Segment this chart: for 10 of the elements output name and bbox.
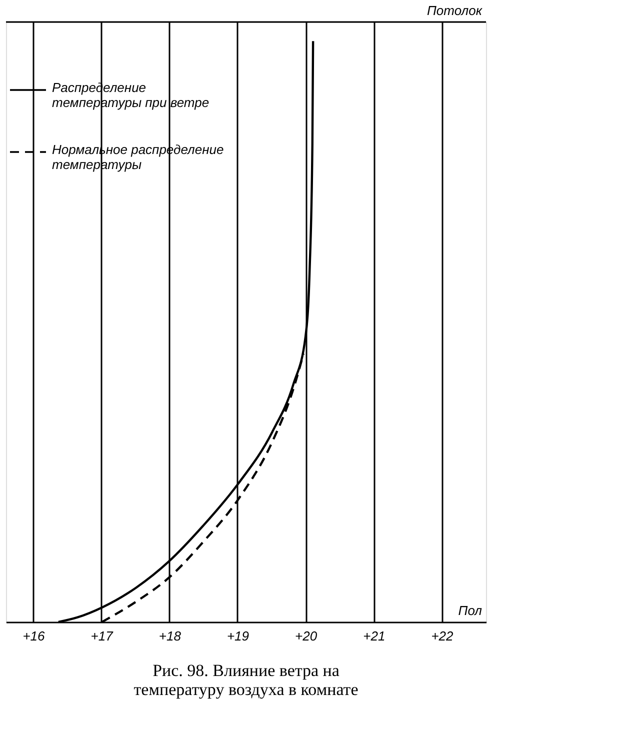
text: Рис. 98. Влияние ветра на температуру воздуха в комнате: [134, 661, 358, 699]
x-tick-label: +17: [90, 628, 114, 644]
x-tick-label: +22: [431, 628, 454, 644]
annotation: Пол: [458, 603, 483, 618]
x-tick-label: +18: [158, 628, 182, 644]
x-tick-label: +16: [22, 628, 46, 644]
x-tick-label: +19: [226, 628, 250, 644]
x-tick-label: +21: [363, 628, 386, 644]
ref-line-label: Потолок: [427, 3, 483, 18]
x-tick-label: +20: [295, 628, 318, 644]
